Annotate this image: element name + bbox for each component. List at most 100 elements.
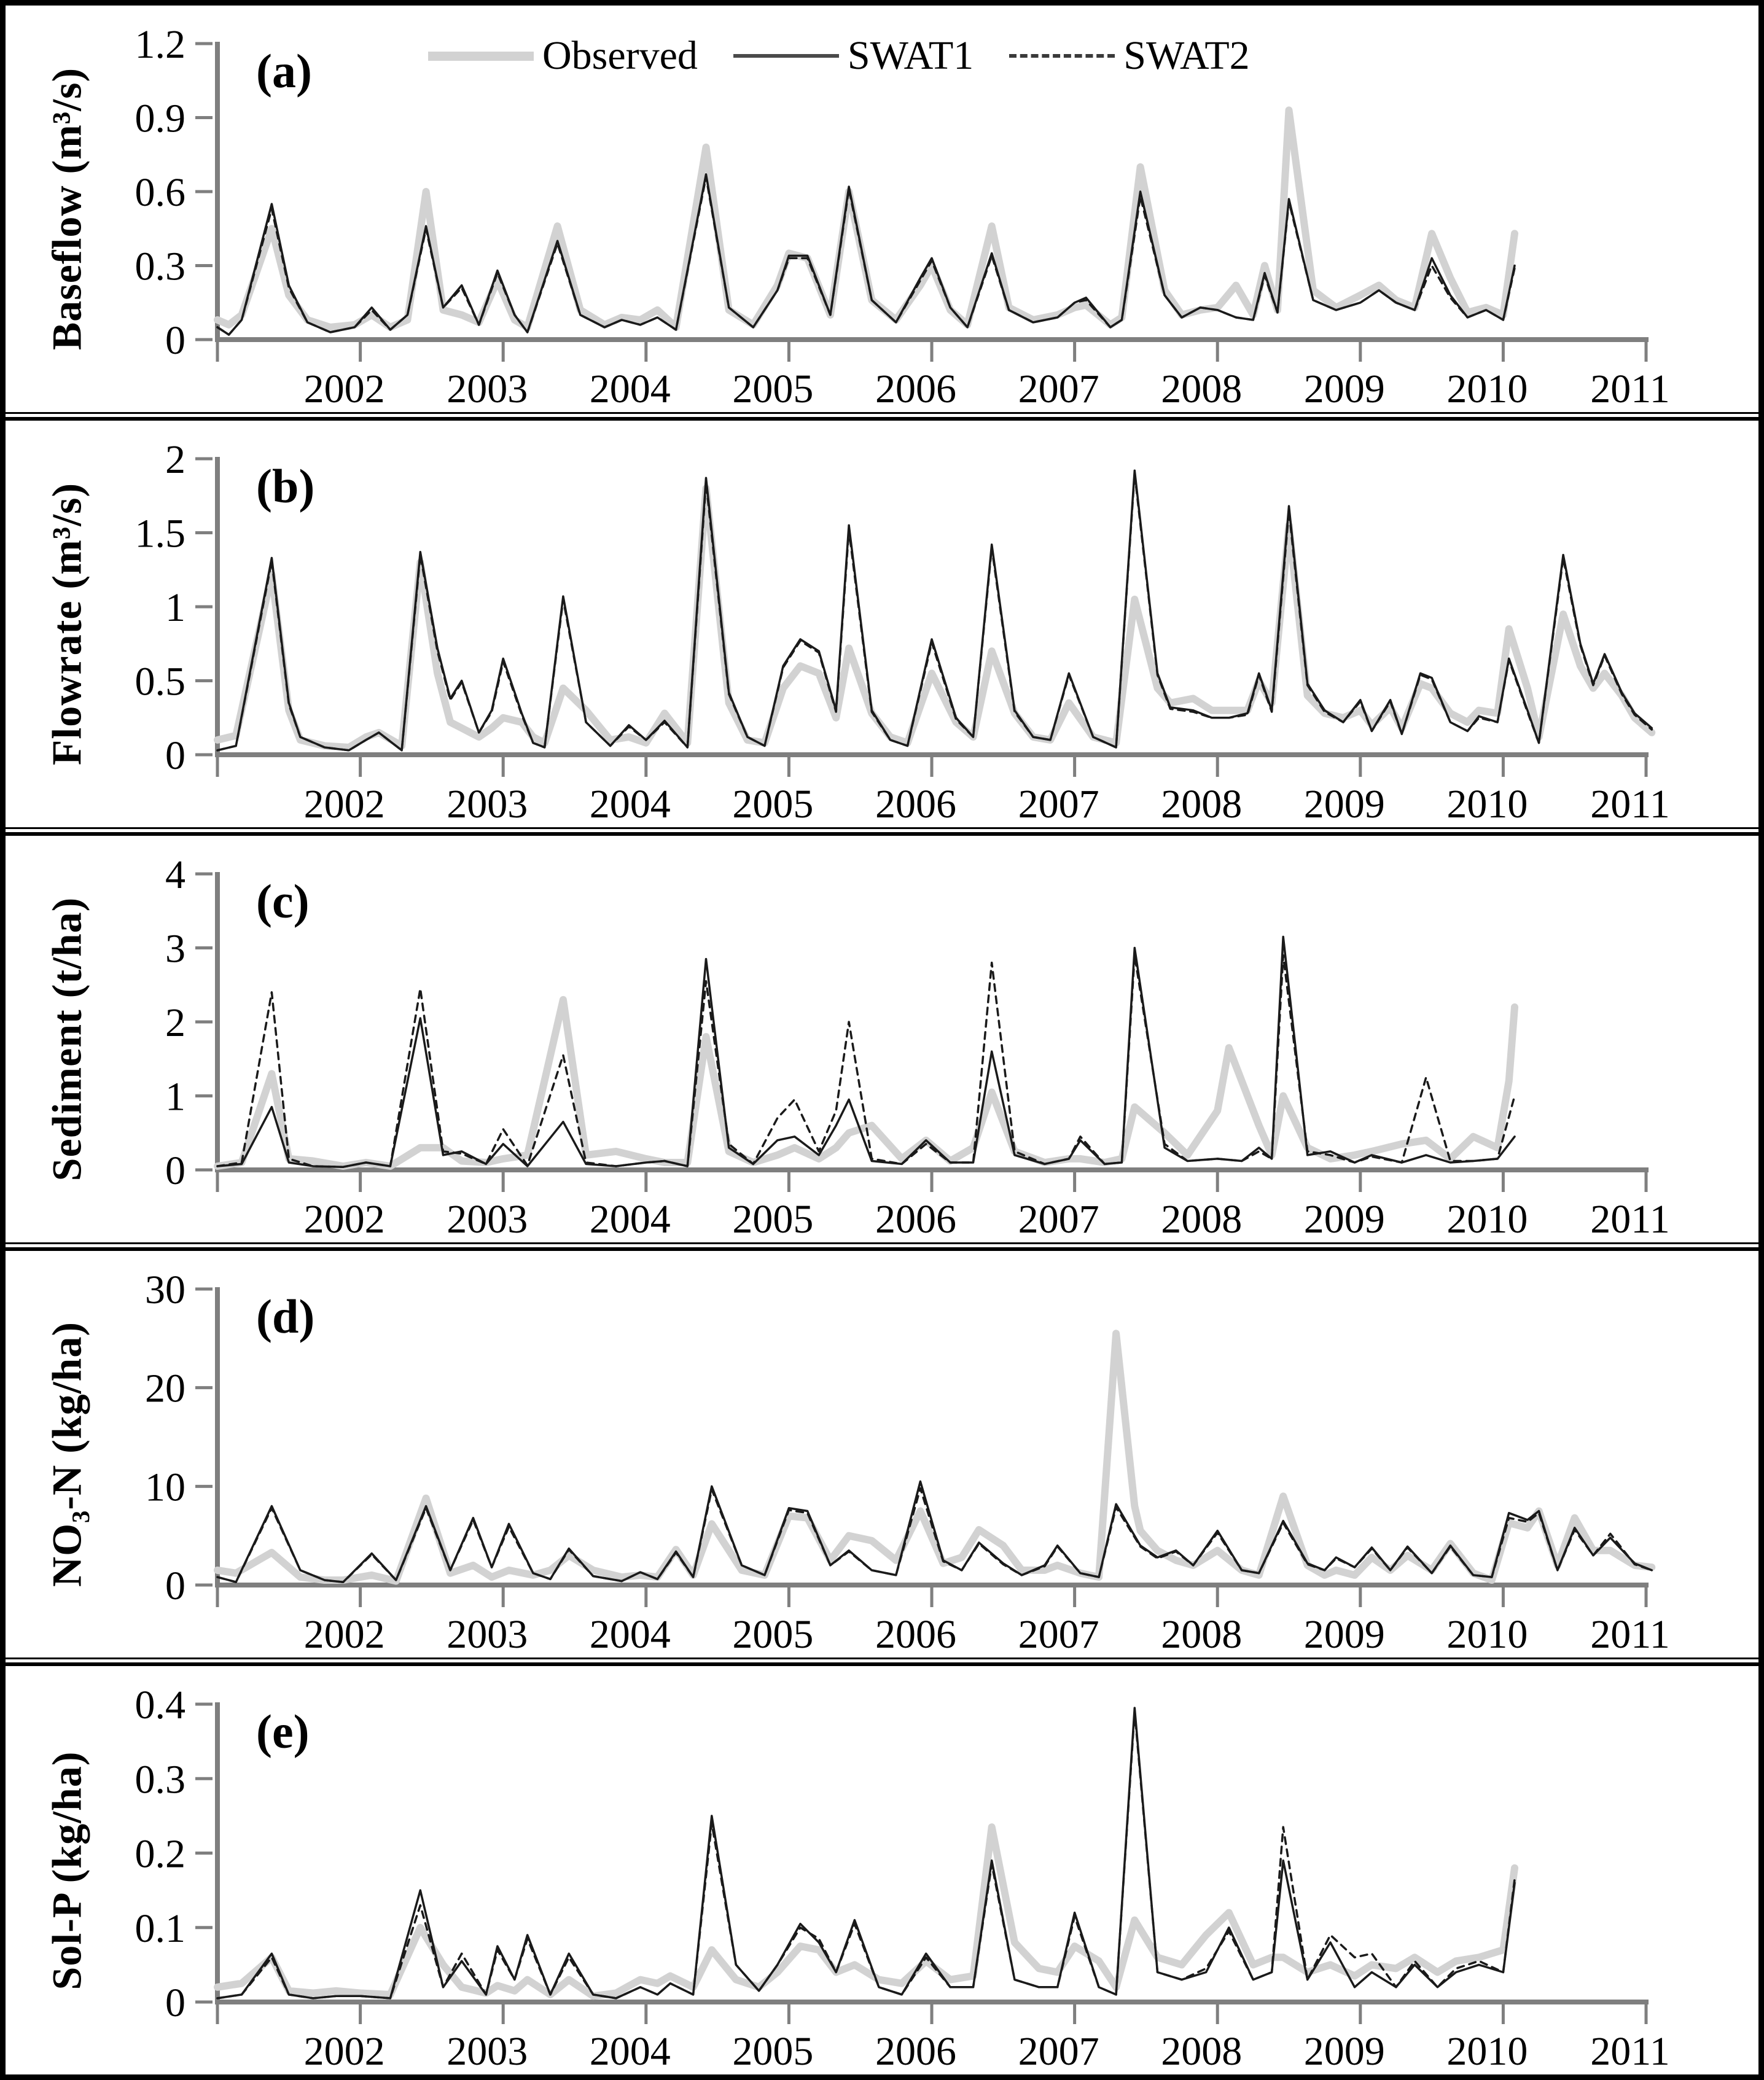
svg-text:2006: 2006 xyxy=(875,367,956,411)
svg-text:2: 2 xyxy=(165,437,185,482)
svg-text:2002: 2002 xyxy=(304,1197,385,1242)
svg-text:2007: 2007 xyxy=(1018,2029,1099,2074)
svg-text:2002: 2002 xyxy=(304,367,385,411)
panel-letter-e: (e) xyxy=(256,1705,310,1758)
svg-text:2006: 2006 xyxy=(875,782,956,827)
svg-text:2005: 2005 xyxy=(732,367,813,411)
svg-text:0: 0 xyxy=(165,733,185,778)
solp-line-chart: 2002 2003 2004 2005 2006 2007 2008 2009 2010 2011… xyxy=(135,1683,1670,2074)
panel-sediment: Sediment (t/ha) (c) 2002 2003 2004 2005 2006… xyxy=(6,836,1758,1242)
svg-text:0: 0 xyxy=(165,318,185,363)
svg-text:2007: 2007 xyxy=(1018,1612,1099,1657)
svg-text:0.5: 0.5 xyxy=(135,660,186,704)
svg-text:0: 0 xyxy=(165,1148,185,1193)
svg-text:0.4: 0.4 xyxy=(135,1683,186,1727)
svg-text:2005: 2005 xyxy=(732,1612,813,1657)
legend-label-observed: Observed xyxy=(542,33,698,78)
panel-separator xyxy=(6,1657,1758,1666)
svg-text:2011: 2011 xyxy=(1590,367,1670,411)
swat2-line-swatch-icon xyxy=(1009,54,1115,58)
svg-text:2010: 2010 xyxy=(1446,2029,1528,2074)
svg-text:2002: 2002 xyxy=(304,1612,385,1657)
legend-item-swat1: SWAT1 xyxy=(733,33,974,79)
flowrate-line-chart: 2002 2003 2004 2005 2006 2007 2008 2009 2010 2011… xyxy=(135,437,1670,827)
svg-text:0: 0 xyxy=(165,1564,185,1608)
svg-text:2008: 2008 xyxy=(1161,367,1242,411)
svg-text:2004: 2004 xyxy=(590,1612,671,1657)
svg-text:2006: 2006 xyxy=(875,2029,956,2074)
svg-text:2004: 2004 xyxy=(590,1197,671,1242)
svg-text:2007: 2007 xyxy=(1018,1197,1099,1242)
svg-text:0.1: 0.1 xyxy=(135,1906,186,1951)
svg-text:2003: 2003 xyxy=(447,782,528,827)
svg-text:2008: 2008 xyxy=(1161,1197,1242,1242)
svg-text:2007: 2007 xyxy=(1018,782,1099,827)
svg-text:20: 20 xyxy=(145,1366,185,1411)
svg-text:1.2: 1.2 xyxy=(135,22,186,67)
svg-text:2008: 2008 xyxy=(1161,2029,1242,2074)
svg-text:2009: 2009 xyxy=(1304,1612,1385,1657)
svg-text:2010: 2010 xyxy=(1446,1197,1528,1242)
panel-separator xyxy=(6,412,1758,421)
svg-text:10: 10 xyxy=(145,1465,185,1509)
legend-label-swat2: SWAT2 xyxy=(1123,33,1250,78)
svg-text:2010: 2010 xyxy=(1446,1612,1528,1657)
svg-text:2003: 2003 xyxy=(447,1197,528,1242)
svg-text:1.5: 1.5 xyxy=(135,512,186,556)
baseflow-line-chart: 2002 2003 2004 2005 2006 2007 2008 2009 2010 2011… xyxy=(135,22,1670,411)
legend-item-observed: Observed xyxy=(428,33,698,79)
panel-flowrate: Flowrate (m³/s) (b) 2002 2003 2004 2005 2006… xyxy=(6,421,1758,827)
svg-text:2008: 2008 xyxy=(1161,782,1242,827)
svg-text:2005: 2005 xyxy=(732,782,813,827)
svg-text:2009: 2009 xyxy=(1304,367,1385,411)
legend-label-swat1: SWAT1 xyxy=(847,33,974,78)
panel-separator xyxy=(6,1242,1758,1251)
svg-text:1: 1 xyxy=(165,1075,185,1120)
svg-text:2005: 2005 xyxy=(732,2029,813,2074)
panel-letter-c: (c) xyxy=(256,874,310,928)
svg-text:2010: 2010 xyxy=(1446,782,1528,827)
svg-text:0.2: 0.2 xyxy=(135,1832,186,1877)
svg-text:2004: 2004 xyxy=(590,367,671,411)
svg-text:2003: 2003 xyxy=(447,367,528,411)
svg-text:4: 4 xyxy=(165,852,185,897)
svg-text:2: 2 xyxy=(165,1000,185,1045)
svg-text:2006: 2006 xyxy=(875,1612,956,1657)
panel-letter-d: (d) xyxy=(256,1290,315,1343)
svg-text:2009: 2009 xyxy=(1304,782,1385,827)
panel-nitrate: NO₃-N (kg/ha) (d) 2002 2003 2004 2005 2006 20… xyxy=(6,1251,1758,1657)
svg-text:0.6: 0.6 xyxy=(135,170,186,215)
svg-text:2011: 2011 xyxy=(1590,2029,1670,2074)
svg-text:2006: 2006 xyxy=(875,1197,956,1242)
legend-item-swat2: SWAT2 xyxy=(1009,33,1250,79)
panel-solp: Sol-P (kg/ha) (e) 2002 2003 2004 2005 2006 20… xyxy=(6,1666,1758,2074)
svg-text:2010: 2010 xyxy=(1446,367,1528,411)
svg-text:2011: 2011 xyxy=(1590,782,1670,827)
svg-text:0.3: 0.3 xyxy=(135,244,186,289)
observed-line-swatch-icon xyxy=(428,51,534,61)
svg-text:2008: 2008 xyxy=(1161,1612,1242,1657)
svg-text:2003: 2003 xyxy=(447,1612,528,1657)
svg-text:0.3: 0.3 xyxy=(135,1757,186,1802)
svg-text:2002: 2002 xyxy=(304,782,385,827)
svg-text:2011: 2011 xyxy=(1590,1612,1670,1657)
svg-text:2004: 2004 xyxy=(590,782,671,827)
panel-baseflow: Baseflow (m³/s) (a) Observed SWAT1 SWAT2… xyxy=(6,6,1758,412)
svg-text:2009: 2009 xyxy=(1304,2029,1385,2074)
svg-text:2011: 2011 xyxy=(1590,1197,1670,1242)
svg-text:3: 3 xyxy=(165,927,185,972)
legend: Observed SWAT1 SWAT2 xyxy=(428,33,1250,79)
svg-text:2009: 2009 xyxy=(1304,1197,1385,1242)
panel-separator xyxy=(6,827,1758,836)
panel-letter-b: (b) xyxy=(256,459,315,513)
svg-text:2002: 2002 xyxy=(304,2029,385,2074)
svg-text:2004: 2004 xyxy=(590,2029,671,2074)
sediment-line-chart: 2002 2003 2004 2005 2006 2007 2008 2009 2010 2011… xyxy=(165,852,1670,1242)
swat1-line-swatch-icon xyxy=(733,54,839,58)
svg-text:2005: 2005 xyxy=(732,1197,813,1242)
svg-text:30: 30 xyxy=(145,1268,185,1312)
svg-text:2003: 2003 xyxy=(447,2029,528,2074)
svg-text:0.9: 0.9 xyxy=(135,96,186,141)
nitrate-line-chart: 2002 2003 2004 2005 2006 2007 2008 2009 2010 2011… xyxy=(145,1268,1670,1657)
